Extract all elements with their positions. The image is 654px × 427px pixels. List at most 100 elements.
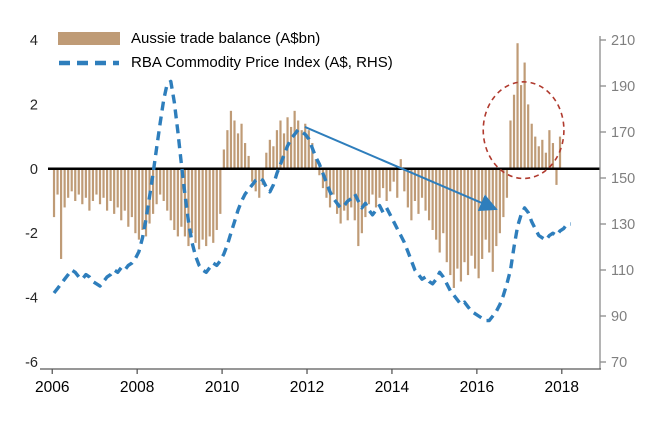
trade-balance-bar [166,168,169,211]
trade-balance-bar [77,168,80,195]
trade-balance-bar [466,168,470,276]
trade-balance-bar [477,168,480,279]
trade-balance-bar [555,168,558,185]
legend-item-trade-balance: Aussie trade balance (A$bn) [58,30,393,47]
trade-balance-bar [56,168,59,195]
trade-balance-bar [463,168,466,263]
trade-balance-bar [187,168,190,247]
trade-balance-bar [102,168,105,198]
trade-balance-bar [98,168,102,205]
trade-balance-bar [420,168,424,198]
trade-balance-bar [541,139,544,169]
trade-balance-bar [516,43,519,169]
trade-balance-bar [360,168,363,234]
trade-balance-bar [95,168,98,195]
right-axis-tick-label: 150 [611,171,635,187]
trade-balance-bar [63,168,66,208]
right-axis-tick-label: 90 [611,309,627,325]
trade-balance-bar [226,130,229,169]
trade-balance-bar [258,168,261,198]
trade-balance-bar [346,168,349,221]
trade-balance-bar [134,168,137,234]
trade-balance-bar [321,168,325,189]
trade-balance-bar [151,168,155,214]
trade-balance-bar [141,168,144,230]
right-axis-tick-label: 190 [611,79,635,95]
trade-balance-bar [548,130,551,169]
trade-balance-bar [212,168,215,243]
trade-balance-bar [445,168,448,263]
trade-balance-bar [335,168,339,214]
trade-balance-bar [435,168,438,240]
trade-balance-bar [452,168,455,288]
trade-balance-bar [427,168,431,221]
trade-balance-bar [219,168,222,214]
x-axis-tick-label: 2018 [545,379,579,396]
x-axis-tick-label: 2012 [290,379,324,396]
trade-balance-bar [311,143,314,169]
trade-balance-bar [180,168,183,227]
left-axis-tick-label: 0 [30,162,38,178]
trend-arrow [304,126,498,212]
trade-balance-bar [470,168,473,256]
trade-balance-bar [527,104,530,169]
trade-balance-bar [456,168,459,269]
trade-balance-bar [275,130,279,169]
trade-balance-bar [272,146,275,169]
right-axis-tick-label: 70 [611,355,627,371]
trade-balance-bar [403,168,406,192]
trade-balance-bar [208,168,211,237]
trade-balance-bars [52,43,562,288]
trade-balance-bar [173,168,176,230]
trade-balance-bar [113,168,116,214]
trade-balance-bar [502,168,505,218]
x-axis-tick-label: 2006 [35,379,69,396]
trade-balance-bar [120,168,123,221]
legend-label-trade-balance: Aussie trade balance (A$bn) [131,30,321,47]
bar-swatch [58,32,120,45]
trade-balance-bar [343,168,346,211]
trade-balance-bar [318,168,321,176]
trade-balance-bar [279,120,282,169]
trade-balance-bar [381,168,385,189]
trade-balance-bar [261,168,264,185]
x-axis-tick-label: 2008 [120,379,154,396]
trade-balance-bar [293,110,296,169]
right-axis-tick-label: 130 [611,217,635,233]
left-axis-tick-label: 4 [30,33,38,49]
trade-balance-bar [176,168,179,237]
axes: 210 190 170 150 130 110 90 70 4 2 0 -2 -4 -6 2006 2008 2… [25,33,635,396]
trade-balance-bar [523,62,526,169]
trade-balance-bar [406,168,409,208]
x-axis-tick-label: 2016 [460,379,494,396]
trade-balance-bar [268,139,271,169]
commodity-price-line [52,79,571,323]
trade-balance-bar [364,168,367,218]
trade-balance-bar [438,168,441,253]
trade-balance-bar [229,110,233,169]
trade-balance-bar [59,168,63,259]
trade-balance-bar [67,168,70,198]
dashed-line-swatch [58,56,120,70]
right-axis-tick-label: 170 [611,125,635,141]
left-axis-tick-label: 2 [30,97,38,113]
trade-balance-bar [197,168,201,250]
trade-balance-bar [488,168,491,253]
trade-balance-bar [144,168,148,237]
trade-balance-bar [389,168,392,192]
trade-balance-bar [297,120,300,169]
x-axis-tick-label: 2010 [205,379,240,396]
trade-balance-bar [410,168,413,221]
legend-item-commodity-index: RBA Commodity Price Index (A$, RHS) [58,54,393,71]
trade-balance-bar [449,168,452,276]
trade-balance-bar [300,130,303,169]
trade-balance-bar [84,168,87,198]
trade-balance-bar [339,168,342,224]
left-axis-tick-label: -6 [25,355,38,371]
trade-balance-bar [367,168,371,205]
trade-balance-bar [473,168,477,269]
trade-balance-bar [530,123,533,169]
trade-balance-bar [169,168,172,221]
